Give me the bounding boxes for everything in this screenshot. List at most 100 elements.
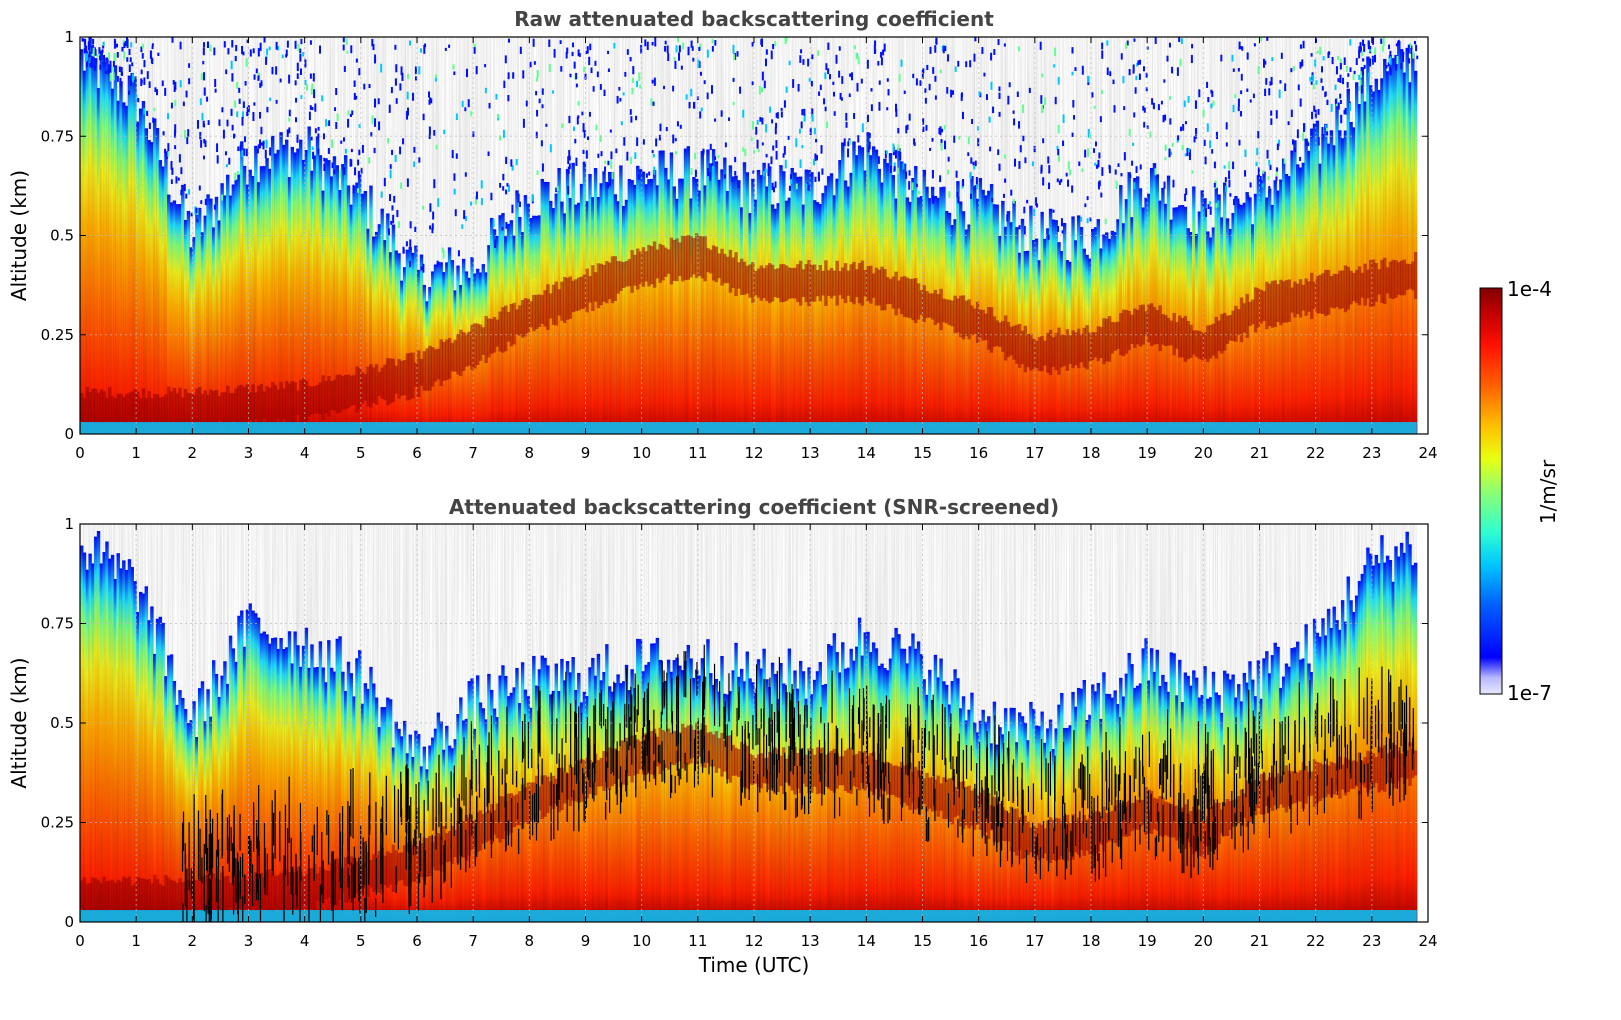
noise-pixel (1268, 186, 1271, 192)
noise-pixel (1225, 185, 1228, 193)
x-tick-label: 7 (468, 444, 478, 462)
screened-pixel (347, 867, 349, 888)
screened-pixel (284, 804, 287, 876)
noise-pixel (774, 181, 777, 188)
x-tick-label: 11 (688, 444, 707, 462)
screened-pixel (522, 741, 524, 759)
noise-pixel (1198, 89, 1201, 98)
noise-pixel (771, 119, 774, 124)
screened-pixel (1081, 754, 1083, 808)
screened-pixel (953, 769, 955, 792)
noise-pixel (1125, 42, 1128, 49)
noise-pixel (1203, 139, 1206, 147)
screened-pixel (700, 729, 702, 764)
screened-pixel (801, 748, 804, 806)
noise-pixel (1185, 188, 1188, 195)
screened-pixel (239, 813, 241, 851)
screened-pixel (249, 835, 251, 895)
noise-pixel (1380, 38, 1383, 44)
noise-pixel (1402, 54, 1405, 63)
noise-pixel (288, 74, 291, 84)
noise-pixel (167, 143, 170, 152)
noise-pixel (825, 63, 828, 71)
screened-pixel (517, 802, 519, 820)
y-tick-label: 0.75 (41, 127, 74, 145)
noise-pixel (334, 107, 337, 112)
noise-pixel (709, 143, 712, 151)
noise-pixel (327, 148, 330, 154)
noise-pixel (368, 84, 371, 89)
noise-pixel (1302, 132, 1305, 141)
noise-pixel (1052, 209, 1055, 213)
noise-pixel (569, 73, 572, 78)
x-tick-label: 7 (468, 932, 478, 950)
screened-pixel (206, 818, 208, 871)
x-tick-label: 15 (913, 932, 932, 950)
screened-pixel (1392, 742, 1394, 790)
noise-pixel (395, 98, 398, 104)
noise-pixel (339, 169, 342, 179)
screened-pixel (736, 707, 738, 737)
noise-pixel (597, 153, 600, 158)
noise-pixel (814, 176, 817, 182)
ground-band (80, 910, 1417, 922)
noise-pixel (277, 46, 280, 51)
noise-pixel (230, 60, 233, 70)
noise-pixel (507, 38, 510, 43)
screened-pixel (661, 660, 663, 715)
noise-pixel (1257, 167, 1260, 176)
screened-pixel (327, 829, 330, 865)
screened-pixel (1022, 789, 1024, 826)
screened-pixel (955, 756, 958, 774)
screened-pixel (348, 805, 351, 866)
noise-pixel (1137, 60, 1140, 66)
screened-pixel (531, 748, 533, 769)
noise-pixel (1299, 98, 1302, 107)
noise-pixel (1265, 78, 1268, 85)
x-tick-label: 1 (131, 444, 141, 462)
noise-pixel (358, 124, 361, 128)
noise-pixel (394, 44, 397, 50)
noise-pixel (1018, 225, 1021, 230)
noise-pixel (571, 51, 574, 57)
noise-pixel (1136, 62, 1139, 67)
screened-pixel (1032, 822, 1034, 858)
noise-pixel (1028, 87, 1031, 93)
noise-pixel (245, 148, 248, 157)
noise-pixel (1122, 75, 1125, 84)
noise-pixel (414, 76, 417, 81)
noise-pixel (345, 38, 348, 46)
screened-pixel (642, 697, 645, 737)
screened-pixel (757, 728, 759, 745)
noise-pixel (931, 169, 934, 179)
noise-pixel (504, 55, 507, 64)
noise-pixel (431, 223, 434, 230)
screened-pixel (778, 657, 780, 723)
noise-pixel (1087, 128, 1090, 138)
screened-pixel (1056, 846, 1058, 877)
noise-pixel (957, 60, 960, 67)
noise-pixel (918, 190, 921, 195)
screened-pixel (1115, 773, 1117, 797)
noise-pixel (1120, 53, 1123, 60)
noise-pixel (1143, 107, 1146, 113)
screened-pixel (728, 673, 730, 722)
noise-pixel (1048, 182, 1051, 190)
noise-pixel (940, 139, 943, 147)
noise-pixel (1058, 155, 1061, 162)
noise-pixel (604, 166, 607, 172)
noise-pixel (216, 143, 219, 153)
screened-pixel (631, 694, 633, 765)
noise-pixel (1181, 144, 1184, 151)
noise-pixel (406, 91, 409, 100)
noise-pixel (613, 42, 616, 49)
noise-pixel (795, 138, 798, 148)
screened-pixel (731, 730, 733, 751)
noise-pixel (1415, 44, 1418, 52)
screened-pixel (759, 728, 761, 793)
noise-pixel (1211, 149, 1214, 154)
noise-pixel (839, 92, 842, 100)
screened-pixel (1355, 733, 1357, 785)
noise-pixel (297, 43, 300, 52)
noise-pixel (1275, 176, 1278, 181)
